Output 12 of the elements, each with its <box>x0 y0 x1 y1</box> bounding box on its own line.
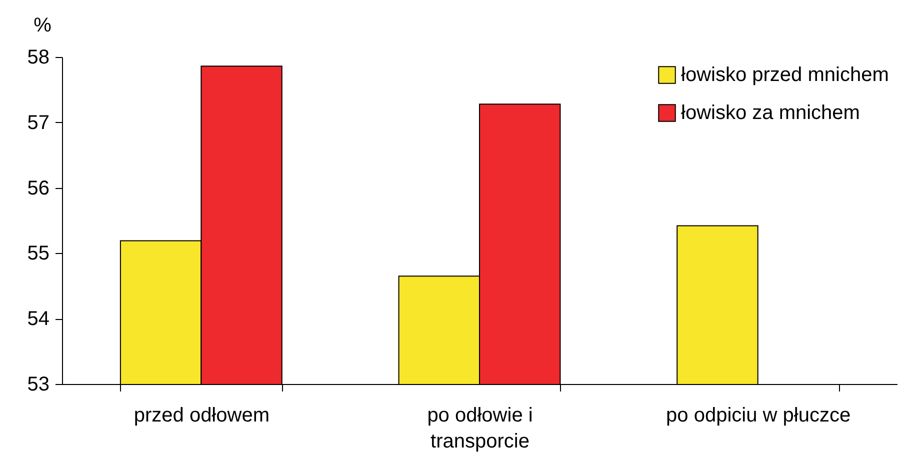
y-tick-label: 58 <box>27 46 50 68</box>
y-tick-label: 56 <box>27 177 50 200</box>
y-tick-label: 53 <box>27 374 50 396</box>
x-tick-label: po odłowie i transporcie <box>427 404 533 452</box>
y-tick-label: 55 <box>27 242 50 265</box>
legend-label: łowisko przed mnichem <box>681 64 889 86</box>
y-axis-title: % <box>34 14 52 36</box>
x-tick-label: po odpiciu w płuczce <box>666 404 851 426</box>
y-tick-label: 54 <box>27 308 50 330</box>
legend-label: łowisko za mnichem <box>681 102 860 124</box>
y-tick-label: 57 <box>27 112 50 134</box>
x-tick-label: przed odłowem <box>134 404 270 426</box>
